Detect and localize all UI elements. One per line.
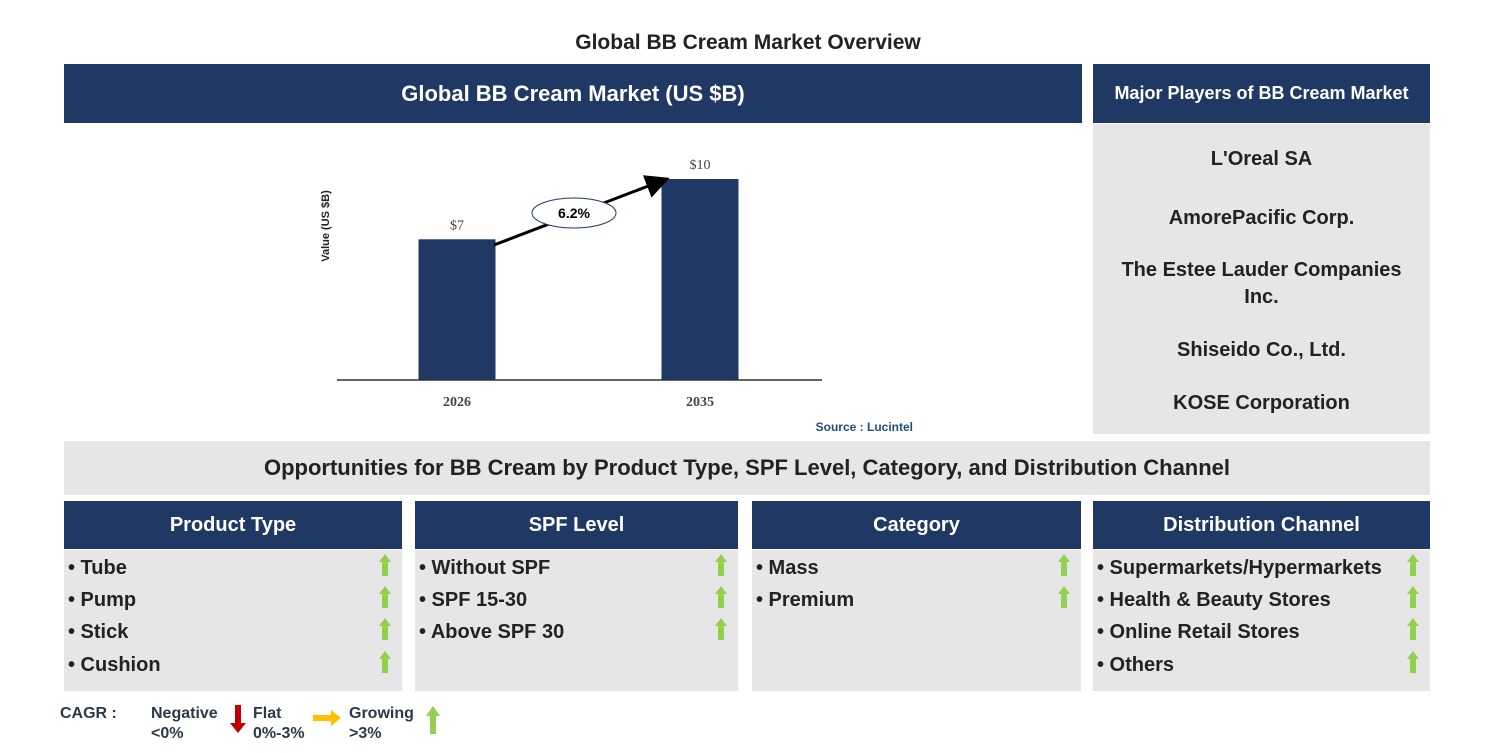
growing-arrow-icon: [715, 586, 727, 608]
segment-item: • Online Retail Stores: [1097, 621, 1300, 643]
segment-item: • Above SPF 30: [419, 621, 565, 643]
growing-arrow-icon: [1407, 554, 1419, 576]
x-tick-label: 2035: [686, 395, 714, 410]
growing-arrow-icon: [1407, 586, 1419, 608]
growing-arrow-icon: [379, 554, 391, 576]
player: AmorePacific Corp.: [1168, 207, 1355, 229]
segment-item: • SPF 15-30: [419, 589, 528, 611]
segment-list: • Mass • Premium: [752, 550, 1081, 691]
player: Shiseido Co., Ltd.: [1177, 339, 1346, 361]
segment-header: Category: [752, 501, 1081, 549]
growing-arrow-icon: [1407, 618, 1419, 640]
down-arrow-icon: [230, 705, 246, 733]
opportunities-banner: Opportunities for BB Cream by Product Ty…: [64, 441, 1430, 495]
growing-arrow-icon: [1058, 586, 1070, 608]
growing-arrow-icon: [1058, 554, 1070, 576]
segment-item: • Others: [1097, 654, 1175, 676]
chart-header: Global BB Cream Market (US $B): [64, 64, 1082, 123]
growing-arrow-icon: [1407, 651, 1419, 673]
players-list: L'Oreal SA AmorePacific Corp. The Estee …: [1093, 124, 1430, 434]
segment-list: • Without SPF • SPF 15-30 • Above SPF 30: [415, 550, 738, 691]
right-arrow-icon: [313, 710, 341, 726]
segment-item: • Cushion: [68, 654, 161, 676]
data-label: $10: [690, 158, 711, 173]
segment-header: Product Type: [64, 501, 402, 549]
player: L'Oreal SA: [1210, 148, 1313, 170]
player: The Estee Lauder Companies Inc.: [1121, 259, 1402, 308]
segment-item: • Supermarkets/Hypermarkets: [1097, 557, 1382, 579]
x-tick-label: 2026: [443, 395, 471, 410]
data-label: $7: [450, 218, 464, 233]
segment-item: • Health & Beauty Stores: [1097, 589, 1331, 611]
legend-negative-range: <0%: [151, 725, 184, 742]
source-label: Source : Lucintel: [816, 420, 913, 434]
bar-2035: [661, 179, 739, 380]
segment-header: Distribution Channel: [1093, 501, 1430, 549]
legend-negative: Negative <0%: [151, 704, 218, 744]
bar-2026: [418, 239, 496, 380]
growing-arrow-icon: [379, 586, 391, 608]
growing-arrow-icon: [715, 554, 727, 576]
legend-growing-range: >3%: [349, 725, 382, 742]
segment-list: • Supermarkets/Hypermarkets • Health & Be…: [1093, 550, 1430, 691]
up-arrow-icon: [426, 706, 440, 734]
legend-growing: Growing >3%: [349, 704, 414, 744]
page-title: Global BB Cream Market Overview: [575, 31, 921, 54]
growing-arrow-icon: [715, 618, 727, 640]
cagr-label: 6.2%: [558, 205, 590, 221]
players-header: Major Players of BB Cream Market: [1093, 64, 1430, 123]
growing-arrow-icon: [379, 618, 391, 640]
legend-negative-label: Negative: [151, 705, 218, 722]
legend-flat-range: 0%-3%: [253, 725, 305, 742]
segment-item: • Tube: [68, 557, 127, 579]
legend-flat: Flat 0%-3%: [253, 704, 305, 744]
legend-label: CAGR :: [60, 705, 117, 722]
legend-flat-label: Flat: [253, 705, 282, 722]
cagr-bubble: [531, 197, 617, 229]
segment-item: • Premium: [756, 589, 855, 611]
segment-header: SPF Level: [415, 501, 738, 549]
segment-list: • Tube • Pump • Stick • Cushion: [64, 550, 402, 691]
player: KOSE Corporation: [1173, 392, 1350, 414]
segment-item: • Pump: [68, 589, 137, 611]
segment-item: • Mass: [756, 557, 819, 579]
segment-item: • Stick: [68, 621, 129, 643]
y-axis-label: Value (US $B): [320, 190, 332, 262]
bar-chart: Value (US $B) $7 2026 $10 2035 6.2% Source …: [320, 158, 913, 434]
growing-arrow-icon: [379, 651, 391, 673]
legend-growing-label: Growing: [349, 705, 414, 722]
segment-item: • Without SPF: [419, 557, 551, 579]
